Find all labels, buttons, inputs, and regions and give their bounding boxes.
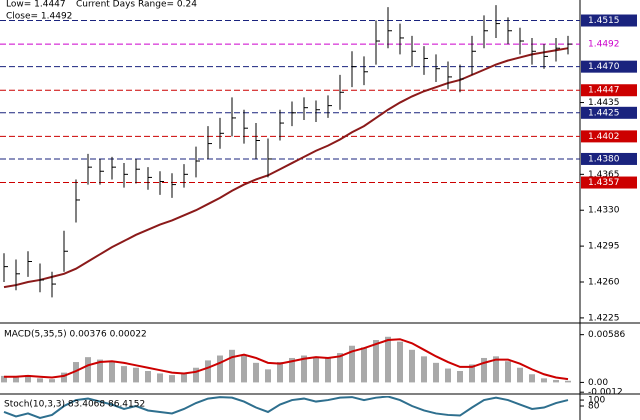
- y-tick-label: -0.0012: [588, 388, 623, 398]
- level-tag: [581, 152, 637, 165]
- macd-bar: [373, 340, 379, 383]
- signal-line: [4, 338, 569, 381]
- level-tag: [581, 84, 637, 97]
- macd-plot: [1, 336, 571, 383]
- macd-bar: [349, 345, 355, 383]
- macd-bar: [541, 378, 547, 383]
- macd-bar: [529, 374, 535, 383]
- macd-bar: [277, 362, 283, 383]
- macd-bar: [145, 371, 151, 383]
- y-tick-label: 1.4435: [588, 98, 620, 108]
- level-tag: [581, 106, 637, 119]
- macd-bar: [25, 375, 31, 383]
- macd-bar: [325, 357, 331, 383]
- macd-bar: [61, 372, 67, 383]
- y-tick-label: 1.4295: [588, 242, 620, 252]
- macd-bar: [133, 367, 139, 383]
- panel-title: MACD(5,35,5) 0.00376 0.00022: [4, 330, 147, 340]
- macd-bar: [217, 355, 223, 383]
- macd-bar: [229, 349, 235, 383]
- level-label: 1.4470: [588, 62, 620, 72]
- stoch-plot: [3, 396, 569, 419]
- macd-bar: [181, 372, 187, 383]
- level-tag: [581, 176, 637, 189]
- y-tick-label: 0.00586: [588, 330, 625, 340]
- y-tick-label: 100: [588, 396, 605, 406]
- macd-bar: [313, 357, 319, 383]
- macd-bar: [73, 362, 79, 383]
- level-label: 1.4380: [588, 154, 620, 164]
- macd-bar: [469, 364, 475, 383]
- macd-bar: [445, 368, 451, 383]
- macd-bar: [409, 349, 415, 383]
- y-tick-label: 0.00: [588, 378, 608, 388]
- header-close: Close= 1.4492: [6, 12, 72, 22]
- level-tag: [581, 60, 637, 73]
- level-label: 1.4357: [588, 178, 620, 188]
- price-plot: [0, 5, 580, 298]
- macd-bar: [565, 380, 571, 383]
- macd-bar: [505, 361, 511, 383]
- macd-bar: [481, 357, 487, 383]
- level-label: 1.4492: [588, 40, 620, 50]
- y-tick-label: 1.4330: [588, 206, 620, 216]
- macd-bar: [193, 367, 199, 383]
- macd-bar: [37, 378, 43, 383]
- macd-bar: [289, 357, 295, 383]
- level-tag: [581, 14, 637, 27]
- macd-bar: [337, 353, 343, 383]
- macd-bar: [13, 377, 19, 383]
- level-label: 1.4515: [588, 16, 620, 26]
- panel-title: Stoch(10,3,3) 83.4068 86.4152: [4, 400, 145, 410]
- macd-bar: [517, 367, 523, 383]
- macd-bar: [301, 355, 307, 383]
- macd-bar: [169, 375, 175, 383]
- macd-bar: [97, 359, 103, 383]
- macd-bar: [457, 371, 463, 383]
- macd-bar: [553, 379, 559, 383]
- macd-bar: [121, 366, 127, 383]
- y-tick-label: 1.4260: [588, 278, 620, 288]
- macd-bar: [265, 369, 271, 383]
- header-low: Low= 1.4447: [6, 0, 66, 10]
- macd-bar: [421, 356, 427, 383]
- y-tick-label: 80: [588, 402, 600, 412]
- macd-bar: [205, 360, 211, 383]
- macd-bar: [109, 362, 115, 383]
- macd-bar: [493, 356, 499, 383]
- macd-bar: [433, 362, 439, 383]
- y-tick-label: 1.4365: [588, 170, 620, 180]
- moving-average: [3, 47, 569, 289]
- level-label: 1.4425: [588, 108, 620, 118]
- macd-bar: [157, 373, 163, 383]
- stoch-line: [3, 396, 569, 419]
- macd-bar: [253, 362, 259, 383]
- macd-bar: [85, 357, 91, 383]
- macd-bar: [385, 336, 391, 383]
- header-range: Current Days Range= 0.24: [76, 0, 197, 10]
- level-label: 1.4447: [588, 86, 620, 96]
- level-tag: [581, 130, 637, 143]
- level-tag: [581, 38, 637, 51]
- level-label: 1.4402: [588, 132, 620, 142]
- macd-bar: [361, 347, 367, 383]
- macd-bar: [241, 354, 247, 383]
- macd-bar: [397, 341, 403, 383]
- macd-bar: [49, 379, 55, 383]
- y-tick-label: 1.4225: [588, 313, 620, 323]
- macd-bar: [1, 375, 7, 383]
